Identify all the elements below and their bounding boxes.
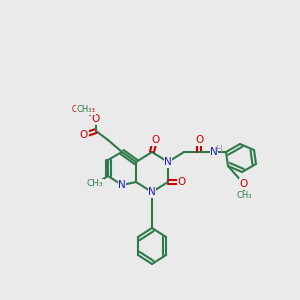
Text: O: O [80, 130, 88, 140]
Text: N: N [148, 187, 156, 197]
Text: O: O [151, 135, 159, 145]
Text: O: O [195, 135, 203, 145]
Text: N: N [164, 157, 172, 167]
Text: CH₃: CH₃ [76, 106, 92, 115]
Text: O: O [240, 179, 248, 189]
Text: N: N [118, 180, 126, 190]
Text: O: O [178, 177, 186, 187]
Text: O: O [92, 114, 100, 124]
Text: CH₃: CH₃ [236, 191, 252, 200]
Text: O–CH₃: O–CH₃ [72, 106, 96, 115]
Text: N: N [210, 147, 218, 157]
Text: H: H [216, 145, 222, 154]
Text: CH₃: CH₃ [87, 179, 103, 188]
